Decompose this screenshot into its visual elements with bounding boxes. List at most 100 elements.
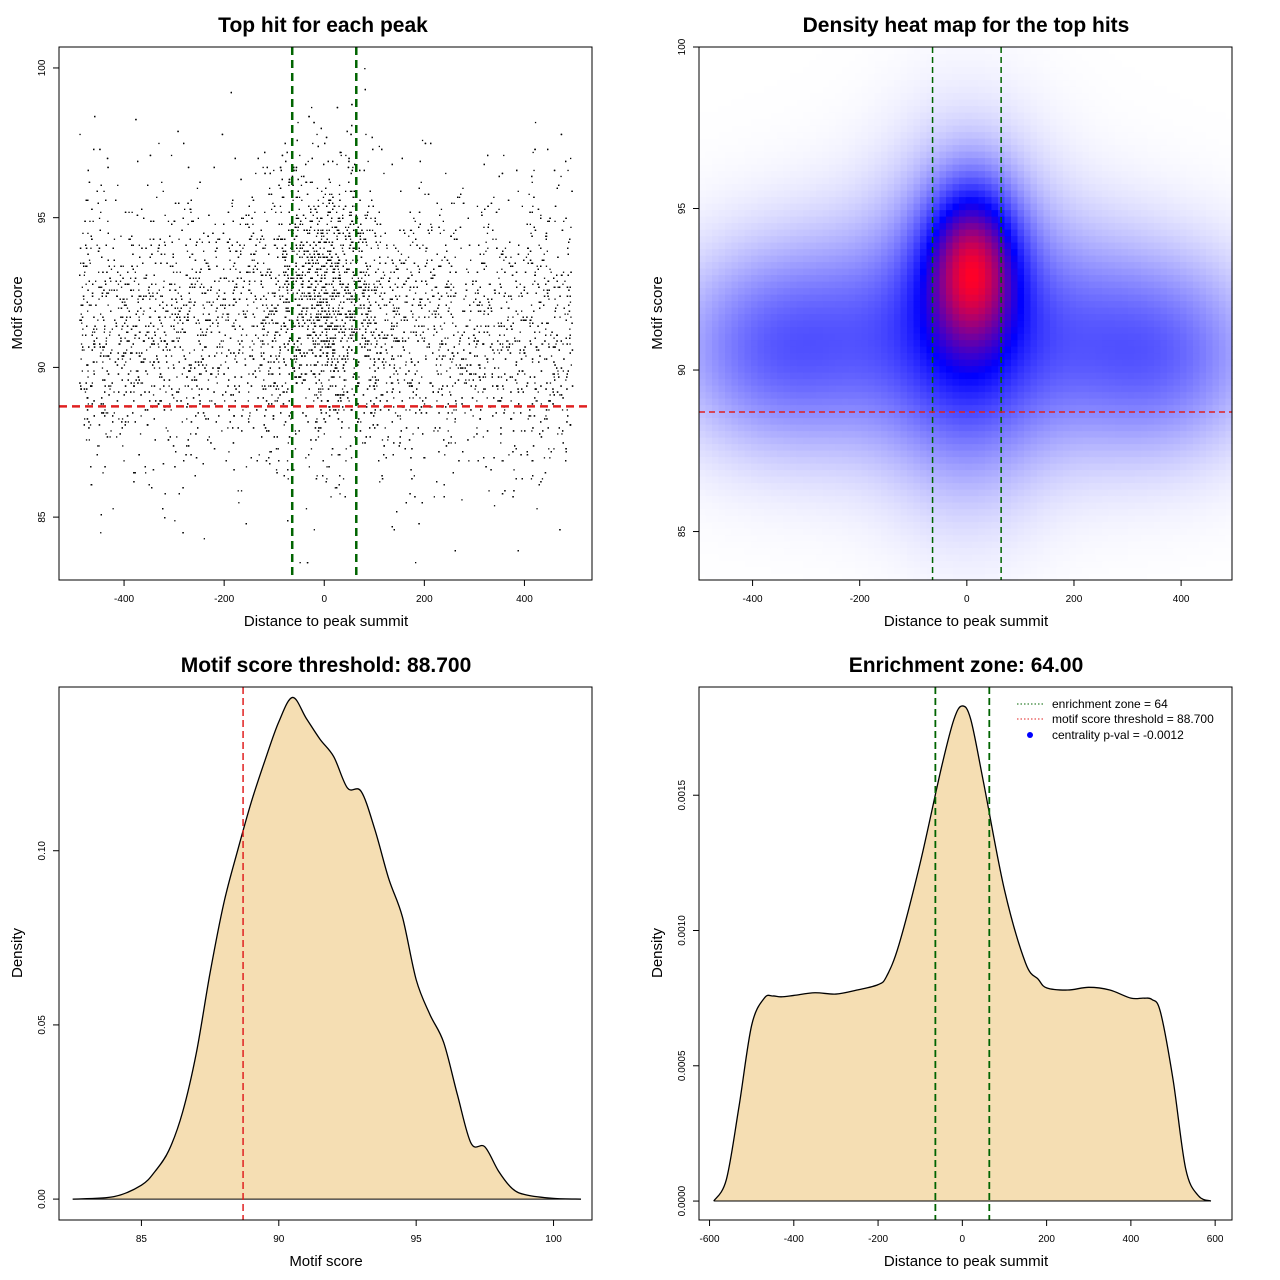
scatter-point: [368, 340, 370, 342]
scatter-point: [337, 220, 339, 222]
scatter-point: [473, 436, 475, 438]
scatter-point: [192, 277, 195, 279]
scatter-point: [158, 142, 160, 145]
scatter-point: [300, 295, 302, 297]
scatter-point: [440, 373, 442, 375]
scatter-point: [338, 304, 340, 306]
scatter-point: [317, 436, 320, 438]
scatter-point: [347, 358, 349, 360]
scatter-point: [223, 268, 225, 270]
scatter-point: [267, 268, 269, 270]
scatter-point: [335, 289, 337, 291]
scatter-point: [383, 274, 386, 276]
scatter-point: [341, 286, 343, 288]
scatter-point: [255, 250, 257, 252]
scatter-point: [325, 310, 327, 312]
scatter-point: [190, 208, 192, 210]
scatter-point: [436, 400, 438, 402]
scatter-point: [263, 343, 265, 345]
scatter-point: [554, 220, 556, 222]
scatter-point: [263, 310, 265, 312]
scatter-point: [510, 298, 513, 300]
scatter-point: [331, 265, 333, 267]
scatter-point: [348, 292, 350, 294]
scatter-point: [83, 298, 85, 300]
scatter-point: [483, 262, 485, 264]
scatter-point: [331, 193, 333, 195]
scatter-point: [377, 268, 379, 270]
scatter-point: [84, 271, 86, 273]
scatter-point: [393, 340, 395, 342]
scatter-point: [559, 394, 561, 396]
scatter-point: [107, 304, 109, 306]
scatter-point: [253, 301, 255, 303]
scatter-point: [313, 325, 316, 327]
scatter-point: [403, 379, 406, 381]
scatter-point: [482, 391, 484, 393]
scatter-point: [201, 349, 204, 351]
scatter-point: [308, 466, 310, 468]
scatter-point: [310, 364, 312, 366]
scatter-point: [462, 310, 464, 312]
scatter-point: [96, 361, 98, 363]
scatter-point: [246, 310, 248, 312]
scatter-point: [202, 313, 204, 315]
scatter-point: [235, 355, 237, 357]
scatter-point: [370, 217, 372, 219]
scatter-point: [530, 304, 533, 306]
scatter-point: [169, 403, 171, 405]
scatter-point: [132, 289, 135, 291]
scatter-point: [345, 262, 347, 264]
scatter-point: [252, 223, 254, 225]
scatter-point: [349, 238, 352, 240]
scatter-point: [432, 274, 434, 276]
scatter-point: [248, 283, 251, 285]
scatter-point: [161, 181, 163, 183]
scatter-point: [531, 361, 534, 363]
scatter-point: [569, 301, 572, 303]
scatter-point: [143, 277, 145, 279]
scatter-point: [148, 331, 150, 333]
scatter-point: [283, 391, 285, 393]
scatter-point: [550, 271, 552, 273]
scatter-point: [420, 181, 422, 183]
scatter-point: [369, 322, 371, 324]
scatter-point: [527, 253, 529, 255]
scatter-point: [506, 301, 508, 303]
scatter-point: [519, 352, 521, 354]
scatter-point: [532, 205, 534, 207]
scatter-point: [393, 406, 395, 408]
scatter-point: [326, 340, 328, 342]
scatter-point: [126, 307, 129, 309]
scatter-point: [231, 325, 233, 327]
scatter-point: [540, 403, 542, 405]
scatter-point: [450, 283, 452, 285]
scatter-point: [270, 361, 272, 363]
scatter-point: [426, 247, 428, 249]
scatter-point: [326, 478, 328, 480]
scatter-point: [321, 217, 323, 219]
scatter-point: [560, 175, 562, 178]
scatter-point: [321, 190, 323, 192]
scatter-point: [319, 298, 321, 300]
scatter-point: [550, 355, 553, 357]
scatter-point: [443, 322, 446, 324]
scatter-point: [364, 280, 366, 282]
scatter-point: [260, 346, 262, 348]
scatter-point: [121, 328, 123, 330]
scatter-point: [336, 163, 338, 166]
scatter-point: [460, 247, 462, 249]
scatter-point: [392, 304, 394, 306]
scatter-point: [97, 319, 99, 321]
scatter-point: [321, 274, 323, 276]
scatter-point: [130, 277, 132, 279]
scatter-point: [277, 448, 279, 450]
scatter-point: [334, 337, 337, 339]
scatter-point: [264, 211, 266, 213]
scatter-point: [488, 283, 490, 285]
scatter-point: [279, 205, 282, 207]
scatter-point: [305, 373, 308, 375]
scatter-point: [272, 202, 274, 204]
scatter-point: [338, 184, 341, 186]
scatter-point: [217, 238, 219, 240]
